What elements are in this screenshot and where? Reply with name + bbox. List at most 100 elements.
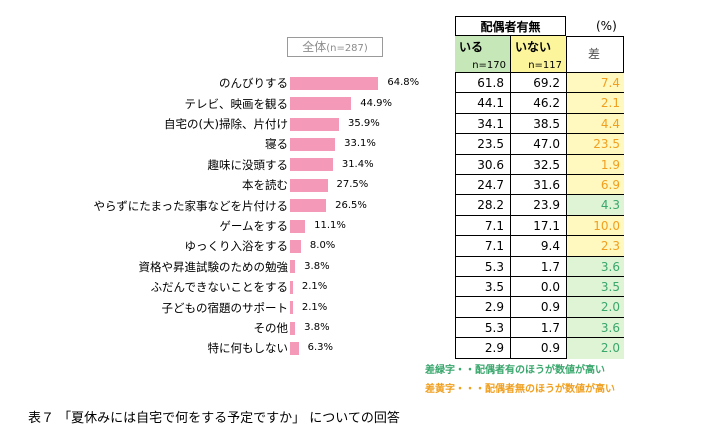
table-cell-yes: 7.1 xyxy=(455,215,511,237)
table-cell-diff: 2.0 xyxy=(567,297,624,318)
note-orange: 差黄字・・・配偶者無のほうが数値が高い xyxy=(425,384,615,395)
table-cell-diff: 2.1 xyxy=(567,93,624,114)
bar-value-label: 64.8% xyxy=(387,77,420,89)
table-cell-diff: 2.0 xyxy=(567,338,624,359)
bar-value-label: 8.0% xyxy=(309,240,336,252)
table-cell-diff: 23.5 xyxy=(567,134,624,155)
table-cell-yes: 34.1 xyxy=(455,113,511,135)
table-cell-yes: 2.9 xyxy=(455,338,511,359)
table-cell-yes: 24.7 xyxy=(455,175,511,196)
table-cell-diff: 7.4 xyxy=(567,73,624,94)
bar xyxy=(290,137,336,151)
overall-label-box: 全体(n=287) xyxy=(287,37,383,57)
category-label: ふだんできないことをする xyxy=(150,280,288,295)
table-cell-no: 31.6 xyxy=(511,175,567,196)
table-cell-diff: 4.4 xyxy=(567,113,624,135)
col-no-n: n=117 xyxy=(528,60,562,71)
category-label: ゆっくり入浴をする xyxy=(184,239,289,254)
category-label: 寝る xyxy=(265,137,288,152)
bar xyxy=(290,341,299,355)
bar-value-label: 2.1% xyxy=(301,281,328,293)
table-cell-no: 1.7 xyxy=(511,256,567,277)
bar-value-label: 26.5% xyxy=(335,199,367,211)
table-cell-yes: 3.5 xyxy=(455,277,511,298)
header-col-diff xyxy=(567,36,624,73)
table-cell-no: 0.0 xyxy=(511,277,567,298)
bar-value-label: 6.3% xyxy=(307,342,333,354)
bar-value-label: 11.1% xyxy=(314,220,346,231)
category-label: 資格や昇進試験のための勉強 xyxy=(138,259,289,274)
bar xyxy=(290,76,379,90)
table-cell-yes: 30.6 xyxy=(455,154,511,175)
category-label: ゲームをする xyxy=(219,219,288,233)
col-diff-label: 差 xyxy=(588,47,601,61)
table-cell-diff: 1.9 xyxy=(567,154,624,175)
table-cell-diff: 2.3 xyxy=(567,236,624,257)
table-cell-no: 47.0 xyxy=(511,134,567,155)
overall-label: 全体 xyxy=(302,40,327,54)
table-cell-no: 17.1 xyxy=(511,215,567,237)
bar xyxy=(290,97,352,111)
category-label: 自宅の(大)掃除、片付け xyxy=(164,117,288,131)
category-label: のんびりする xyxy=(219,76,288,91)
table-cell-yes: 5.3 xyxy=(455,317,511,339)
bar xyxy=(290,321,296,335)
category-label: その他 xyxy=(253,321,289,335)
table-cell-yes: 61.8 xyxy=(455,73,511,94)
table-cell-no: 46.2 xyxy=(511,93,567,114)
table-cell-no: 0.9 xyxy=(511,297,567,318)
table-cell-yes: 23.5 xyxy=(455,134,511,155)
table-cell-no: 38.5 xyxy=(511,113,567,135)
bar-value-label: 3.8% xyxy=(304,260,330,272)
bar-value-label: 35.9% xyxy=(347,118,380,129)
bar xyxy=(290,178,328,192)
bar xyxy=(290,239,301,253)
table-cell-no: 23.9 xyxy=(511,195,567,216)
bar xyxy=(290,260,296,274)
table-cell-yes: 5.3 xyxy=(455,256,511,277)
bar xyxy=(290,158,333,172)
bar xyxy=(290,199,327,213)
table-cell-yes: 2.9 xyxy=(455,297,511,318)
table-cell-yes: 7.1 xyxy=(455,236,511,257)
table-cell-no: 9.4 xyxy=(511,236,567,257)
bar xyxy=(290,280,293,294)
spouse-header: 配偶者有無 xyxy=(455,16,566,36)
bar xyxy=(290,117,339,131)
table-cell-diff: 3.6 xyxy=(567,256,624,277)
table-cell-yes: 28.2 xyxy=(455,195,511,216)
bar xyxy=(290,301,293,315)
table-cell-diff: 10.0 xyxy=(567,215,624,237)
bar-value-label: 2.1% xyxy=(301,301,328,313)
bar-value-label: 31.4% xyxy=(341,158,374,170)
bar-value-label: 44.9% xyxy=(360,97,393,109)
col-yes-n: n=170 xyxy=(472,60,506,71)
table-cell-no: 1.7 xyxy=(511,317,567,339)
bar-value-label: 3.8% xyxy=(304,322,330,333)
figure-caption: 表７ 「夏休みには自宅で何をする予定ですか」 についての回答 xyxy=(28,411,400,426)
bar-value-label: 33.1% xyxy=(344,138,376,150)
table-cell-no: 32.5 xyxy=(511,154,567,175)
bar-value-label: 27.5% xyxy=(336,179,369,191)
table-cell-diff: 6.9 xyxy=(567,175,624,196)
category-label: やらずにたまった家事などを片付ける xyxy=(93,198,288,213)
header-col-yes: いる n=170 xyxy=(455,36,511,73)
table-cell-diff: 3.6 xyxy=(567,317,624,339)
category-label: 特に何もしない xyxy=(207,341,289,356)
percent-unit: (%) xyxy=(596,19,617,33)
col-yes-label: いる xyxy=(459,40,484,54)
bar xyxy=(290,219,306,233)
overall-n: (n=287) xyxy=(326,43,368,54)
col-no-label: いない xyxy=(515,40,552,54)
header-col-no: いない n=117 xyxy=(511,36,567,73)
category-label: 子どもの宿題のサポート xyxy=(161,300,289,315)
table-cell-diff: 4.3 xyxy=(567,195,624,216)
category-label: テレビ、映画を観る xyxy=(184,96,289,111)
table-cell-no: 69.2 xyxy=(511,73,567,94)
category-label: 本を読む xyxy=(242,178,288,193)
note-green: 差緑字・・配偶者有のほうが数値が高い xyxy=(425,365,605,376)
table-cell-diff: 3.5 xyxy=(567,277,624,298)
table-cell-no: 0.9 xyxy=(511,338,567,359)
table-cell-yes: 44.1 xyxy=(455,93,511,114)
